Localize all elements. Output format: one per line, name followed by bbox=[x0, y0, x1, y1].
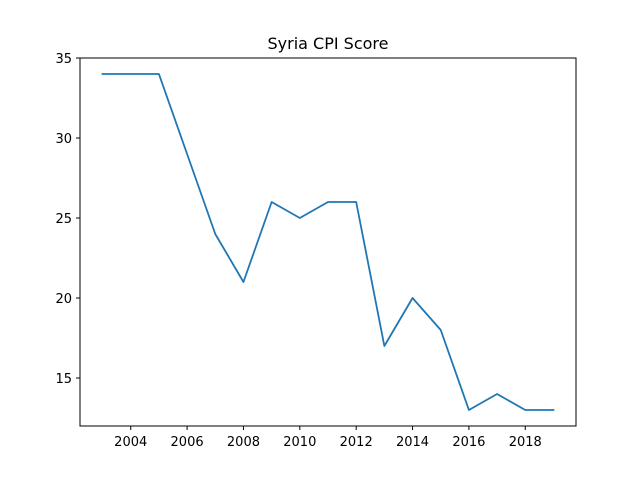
plot-area bbox=[80, 58, 576, 426]
x-tick-label: 2010 bbox=[283, 435, 316, 450]
plot-frame bbox=[79, 57, 577, 427]
y-axis: 15 20 25 30 35 bbox=[55, 52, 80, 387]
series-line bbox=[101, 73, 555, 411]
x-tick-label: 2012 bbox=[340, 435, 373, 450]
y-tick-label: 15 bbox=[55, 372, 72, 387]
x-axis: 2004 2006 2008 2010 2012 2014 2016 2018 bbox=[114, 426, 542, 450]
x-tick-label: 2004 bbox=[114, 435, 147, 450]
x-tick-label: 2014 bbox=[396, 435, 429, 450]
x-tick-label: 2008 bbox=[227, 435, 260, 450]
x-tick-label: 2018 bbox=[509, 435, 542, 450]
y-tick-label: 20 bbox=[55, 292, 72, 307]
series-layer bbox=[101, 73, 555, 411]
x-tick-label: 2006 bbox=[171, 435, 204, 450]
x-tick-label: 2016 bbox=[452, 435, 485, 450]
y-tick-label: 30 bbox=[55, 132, 72, 147]
y-tick-label: 25 bbox=[55, 212, 72, 227]
chart-title: Syria CPI Score bbox=[268, 34, 389, 53]
y-tick-label: 35 bbox=[55, 52, 72, 67]
